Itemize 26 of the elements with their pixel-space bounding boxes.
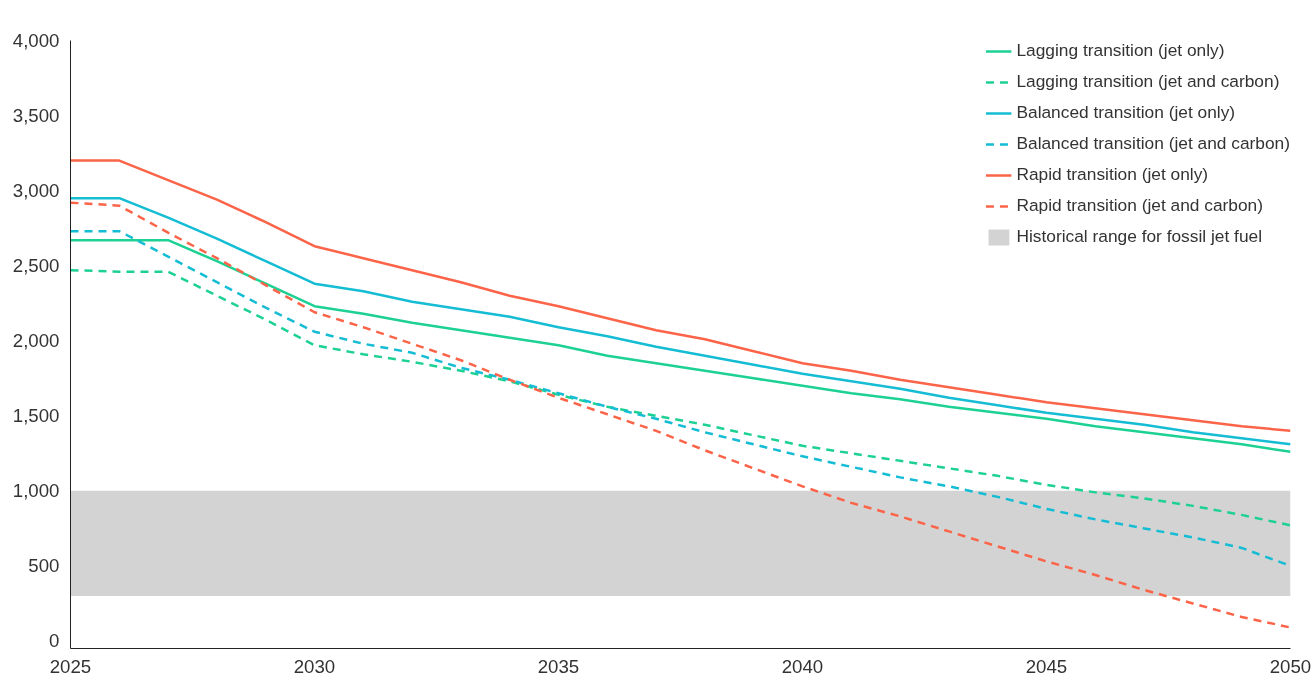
- legend-label: Rapid transition (jet only): [1016, 164, 1209, 185]
- y-tick-label: 3,500: [12, 105, 60, 127]
- x-tick-label: 2025: [49, 655, 92, 677]
- legend-label: Historical range for fossil jet fuel: [1016, 226, 1263, 247]
- y-tick-label: 1,500: [12, 405, 60, 427]
- legend-label: Lagging transition (jet only): [1016, 40, 1225, 61]
- y-tick-label: 2,000: [12, 330, 60, 352]
- line-series: [70, 196, 1291, 446]
- line-series: [70, 159, 1291, 433]
- y-tick-label: 2,500: [12, 255, 60, 277]
- y-tick-label: 0: [49, 630, 60, 652]
- x-tick-label: 2045: [1025, 655, 1068, 677]
- legend-label: Lagging transition (jet and carbon): [1016, 71, 1280, 92]
- x-tick-label: 2030: [293, 655, 336, 677]
- x-tick-label: 2035: [537, 655, 580, 677]
- line-series: [70, 268, 1291, 527]
- legend-label: Balanced transition (jet only): [1016, 102, 1236, 123]
- y-tick-label: 500: [28, 555, 60, 577]
- legend-label: Rapid transition (jet and carbon): [1016, 195, 1264, 216]
- x-tick-label: 2040: [781, 655, 824, 677]
- legend-label: Balanced transition (jet and carbon): [1016, 133, 1290, 154]
- y-tick-label: 4,000: [12, 30, 60, 51]
- y-tick-label: 3,000: [12, 180, 60, 202]
- x-tick-label: 2050: [1269, 655, 1312, 677]
- line-series: [70, 201, 1291, 629]
- y-tick-label: 1,000: [12, 480, 60, 502]
